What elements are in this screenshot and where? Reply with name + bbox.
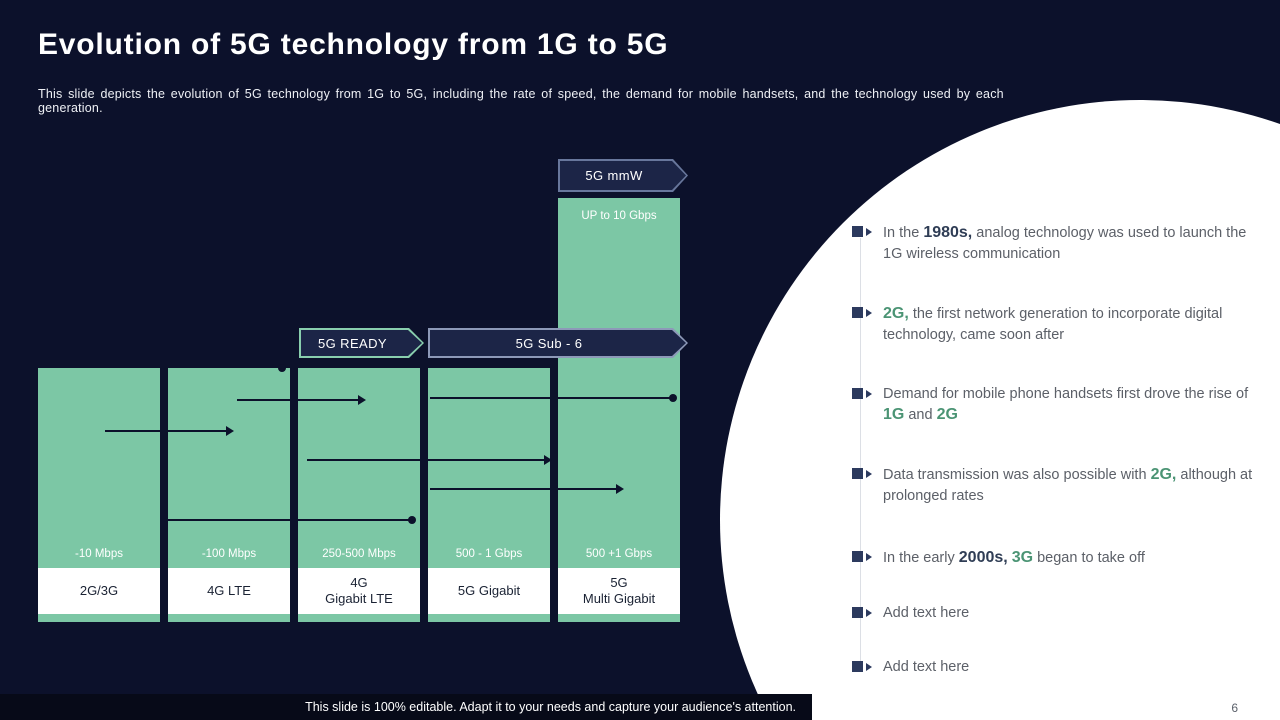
banner-label: 5G mmW bbox=[585, 168, 643, 183]
bullet-item: Demand for mobile phone handsets first d… bbox=[852, 384, 1272, 426]
bullet-marker-icon bbox=[852, 661, 872, 672]
trend-arrow-icon bbox=[430, 484, 624, 494]
bar-speed-label: 500 +1 Gbps bbox=[585, 548, 653, 560]
bullet-marker-icon bbox=[852, 226, 872, 237]
bullet-marker-icon bbox=[852, 388, 872, 399]
arrowhead-icon bbox=[616, 484, 624, 494]
arrowhead-icon bbox=[544, 455, 552, 465]
trend-line bbox=[168, 519, 414, 521]
bar-speed-label: -100 Mbps bbox=[201, 548, 257, 560]
banner-5g-ready: 5G READY bbox=[299, 328, 424, 358]
trend-line bbox=[430, 397, 675, 399]
bar-speed-label: 500 - 1 Gbps bbox=[455, 548, 523, 560]
bullet-item: In the 1980s, analog technology was used… bbox=[852, 222, 1272, 264]
bar-speed-label: 250-500 Mbps bbox=[322, 548, 396, 560]
bar-speed-label: -10 Mbps bbox=[75, 548, 123, 560]
bar-label-line2: Multi Gigabit bbox=[582, 591, 656, 606]
trend-dot-icon bbox=[669, 394, 677, 402]
bullet-item: 2G, the first network generation to inco… bbox=[852, 303, 1272, 345]
trend-arrow-icon bbox=[307, 455, 552, 465]
bullet-connector-line bbox=[860, 238, 861, 670]
bar-4g-gigabit-lte: 250-500 Mbps 4G Gigabit LTE bbox=[298, 368, 420, 622]
bullet-text: 2G, the first network generation to inco… bbox=[883, 305, 1223, 344]
bullet-item: Data transmission was also possible with… bbox=[852, 464, 1272, 506]
bar-category-label: 4G LTE bbox=[168, 568, 290, 614]
bullet-text: Add text here bbox=[883, 659, 970, 675]
bar-category-label: 4G Gigabit LTE bbox=[298, 568, 420, 614]
banner-5g-mmw: 5G mmW bbox=[558, 159, 688, 192]
banner-fill bbox=[560, 161, 686, 190]
bar-5g-gigabit: 500 - 1 Gbps 5G Gigabit bbox=[428, 368, 550, 622]
bullet-marker-icon bbox=[852, 607, 872, 618]
arrowhead-icon bbox=[358, 395, 366, 405]
bar-label-line1: 5G Gigabit bbox=[457, 582, 521, 598]
bar-5g-multi-gigabit: UP to 10 Gbps 500 +1 Gbps 5G Multi Gigab… bbox=[558, 198, 680, 622]
bar-4g-lte: -100 Mbps 4G LTE bbox=[168, 368, 290, 622]
bar-label-line1: 4G bbox=[350, 574, 368, 590]
bar-label-line1: 4G LTE bbox=[207, 582, 251, 598]
banner-label: 5G Sub - 6 bbox=[515, 335, 583, 351]
bar-category-label: 5G Gigabit bbox=[428, 568, 550, 614]
bar-label-line1: 5G bbox=[610, 574, 628, 590]
bullet-text: In the early 2000s, 3G began to take off bbox=[883, 549, 1145, 566]
banner-fill bbox=[301, 330, 422, 356]
bullet-marker-icon bbox=[852, 468, 872, 479]
trend-arrow-icon bbox=[105, 426, 234, 436]
bar-2g-3g: -10 Mbps 2G/3G bbox=[38, 368, 160, 622]
footer-note: This slide is 100% editable. Adapt it to… bbox=[0, 694, 812, 720]
bullet-text: In the 1980s, analog technology was used… bbox=[883, 224, 1247, 263]
trend-dot-icon bbox=[408, 516, 416, 524]
banner-label: 5G READY bbox=[318, 335, 387, 351]
bullet-item: In the early 2000s, 3G began to take off bbox=[852, 547, 1272, 569]
trend-arrow-icon bbox=[237, 395, 366, 405]
banner-5g-sub6: 5G Sub - 6 bbox=[428, 328, 688, 358]
peak-speed-label: UP to 10 Gbps bbox=[581, 210, 657, 222]
bar-category-label: 2G/3G bbox=[38, 568, 160, 614]
bullet-marker-icon bbox=[852, 307, 872, 318]
bar-label-line2: Gigabit LTE bbox=[325, 591, 393, 606]
footer-note-text: This slide is 100% editable. Adapt it to… bbox=[305, 700, 796, 714]
page-number: 6 bbox=[1231, 701, 1238, 715]
page-title: Evolution of 5G technology from 1G to 5G bbox=[38, 28, 669, 61]
arrowhead-icon bbox=[226, 426, 234, 436]
bar-category-label: 5G Multi Gigabit bbox=[558, 568, 680, 614]
banner-fill bbox=[430, 330, 686, 356]
bullet-item: Add text here bbox=[852, 657, 1272, 677]
trend-dot-icon bbox=[278, 364, 286, 372]
bullet-marker-icon bbox=[852, 551, 872, 562]
bar-label-line1: 2G/3G bbox=[79, 582, 119, 598]
bullet-text: Add text here bbox=[883, 605, 970, 621]
slide-description: This slide depicts the evolution of 5G t… bbox=[38, 87, 1004, 115]
bullet-item: Add text here bbox=[852, 603, 1272, 623]
bullet-text: Demand for mobile phone handsets first d… bbox=[883, 386, 1249, 423]
bullet-text: Data transmission was also possible with… bbox=[883, 466, 1253, 505]
